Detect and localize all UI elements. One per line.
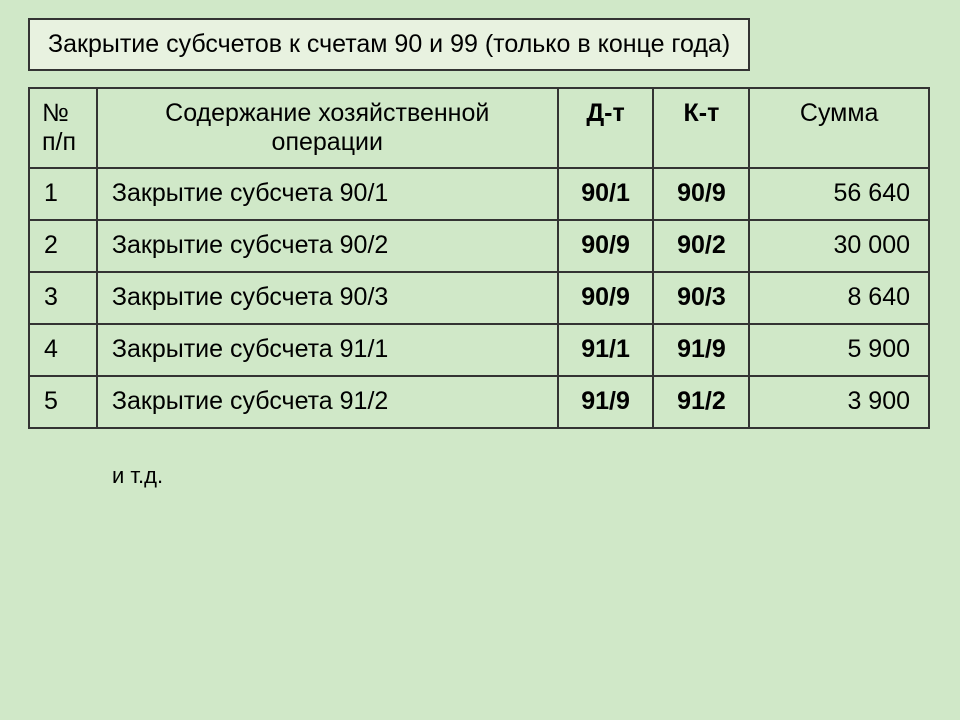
header-kt: К-т	[653, 88, 749, 168]
accounting-table: № п/п Содержание хозяйственной операции …	[28, 87, 930, 429]
cell-sum: 5 900	[749, 324, 929, 376]
cell-num: 2	[29, 220, 97, 272]
header-dt: Д-т	[558, 88, 654, 168]
cell-kt: 91/2	[653, 376, 749, 428]
table-row: 3 Закрытие субсчета 90/3 90/9 90/3 8 640	[29, 272, 929, 324]
header-num: № п/п	[29, 88, 97, 168]
cell-num: 1	[29, 168, 97, 220]
header-sum: Сумма	[749, 88, 929, 168]
cell-sum: 30 000	[749, 220, 929, 272]
header-desc: Содержание хозяйственной операции	[97, 88, 558, 168]
table-row: 2 Закрытие субсчета 90/2 90/9 90/2 30 00…	[29, 220, 929, 272]
footer-text: и т.д.	[112, 463, 932, 489]
cell-dt: 90/1	[558, 168, 654, 220]
cell-dt: 91/1	[558, 324, 654, 376]
cell-dt: 90/9	[558, 220, 654, 272]
cell-sum: 56 640	[749, 168, 929, 220]
cell-sum: 3 900	[749, 376, 929, 428]
cell-desc: Закрытие субсчета 90/1	[97, 168, 558, 220]
table-row: 5 Закрытие субсчета 91/2 91/9 91/2 3 900	[29, 376, 929, 428]
cell-dt: 91/9	[558, 376, 654, 428]
cell-sum: 8 640	[749, 272, 929, 324]
table-row: 4 Закрытие субсчета 91/1 91/1 91/9 5 900	[29, 324, 929, 376]
page-title: Закрытие субсчетов к счетам 90 и 99 (тол…	[28, 18, 750, 71]
cell-kt: 91/9	[653, 324, 749, 376]
table-header-row: № п/п Содержание хозяйственной операции …	[29, 88, 929, 168]
cell-desc: Закрытие субсчета 90/2	[97, 220, 558, 272]
cell-kt: 90/2	[653, 220, 749, 272]
table-row: 1 Закрытие субсчета 90/1 90/1 90/9 56 64…	[29, 168, 929, 220]
cell-num: 3	[29, 272, 97, 324]
cell-kt: 90/3	[653, 272, 749, 324]
cell-num: 4	[29, 324, 97, 376]
cell-desc: Закрытие субсчета 91/1	[97, 324, 558, 376]
cell-kt: 90/9	[653, 168, 749, 220]
cell-num: 5	[29, 376, 97, 428]
cell-desc: Закрытие субсчета 91/2	[97, 376, 558, 428]
cell-desc: Закрытие субсчета 90/3	[97, 272, 558, 324]
cell-dt: 90/9	[558, 272, 654, 324]
